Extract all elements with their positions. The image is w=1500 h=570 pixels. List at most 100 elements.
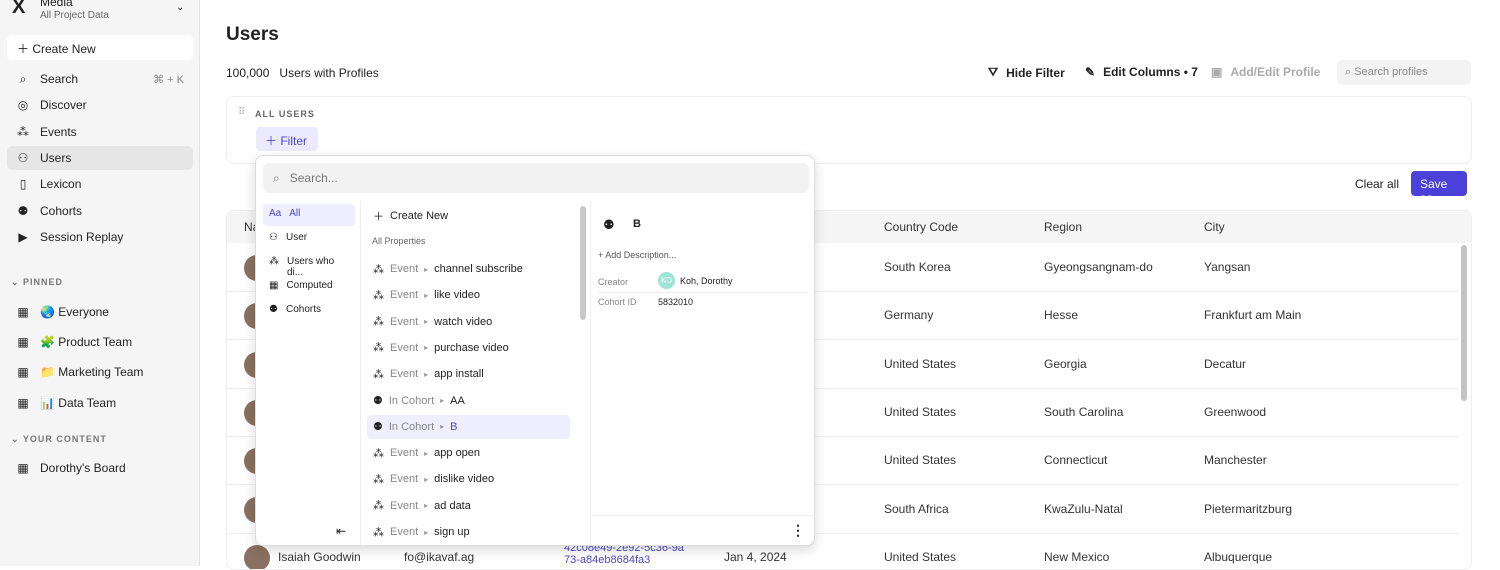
category-user[interactable]: ⚇ User [263, 228, 355, 250]
board-icon: ▦ [17, 365, 29, 379]
add-description[interactable]: + Add Description... [598, 250, 677, 260]
pinned-item[interactable]: ▦ 📊 Data Team [7, 391, 193, 415]
avatar [244, 544, 270, 569]
table-row[interactable]: Germany Hesse Frankfurt am Main [227, 292, 1459, 341]
events-icon: ⁂ [373, 263, 384, 276]
label: All [289, 208, 301, 219]
your-content-header[interactable]: ⌄ YOUR CONTENT [11, 434, 107, 444]
property-item[interactable]: ⁂ Event ▸ ad data [373, 499, 471, 513]
cell-city: Decatur [1204, 356, 1247, 371]
events-icon: ⁂ [373, 526, 384, 539]
hide-filter-button[interactable]: ⛛ Hide Filter [988, 65, 1065, 80]
col-region[interactable]: Region [1044, 220, 1083, 234]
chevron-down-icon[interactable]: ⌄ [176, 2, 185, 13]
cell-region: South Carolina [1044, 404, 1124, 419]
prefix: Event [390, 315, 419, 328]
all-users-label: ALL USERS [255, 109, 315, 119]
add-filter-button[interactable]: ＋ Filter [256, 127, 318, 151]
filter-popover: ⌕ Search... Aa All ⚇ User ⁂ Users who di... ▦ C… [255, 155, 815, 546]
cell-country: United States [884, 453, 957, 468]
category-cohorts[interactable]: ⚉ Cohorts [263, 300, 355, 322]
sidebar-item-discover[interactable]: ◎ Discover [7, 93, 193, 117]
property-item[interactable]: ⁂ Event ▸ sign up [373, 526, 470, 539]
cell-region: Georgia [1044, 356, 1087, 371]
property-item[interactable]: ⚉ In Cohort ▸ B [367, 414, 570, 439]
property-item[interactable]: ⁂ Event ▸ channel subscribe [373, 263, 523, 276]
sidebar-item-events[interactable]: ⁂ Events [7, 120, 193, 144]
events-icon: ⁂ [373, 289, 384, 302]
pinned-item[interactable]: ▦ 🌏 Everyone [7, 300, 193, 324]
sidebar-item-lexicon[interactable]: ▯ Lexicon [7, 172, 193, 196]
prefix: Event [390, 289, 419, 302]
collapse-icon[interactable]: ⇤ [336, 524, 347, 538]
search-profiles-input[interactable]: ⌕ Search profiles [1337, 60, 1471, 85]
sidebar-item-session-replay[interactable]: ▶ Session Replay [7, 225, 193, 249]
users-icon: ⚇ [17, 151, 29, 165]
pinned-header[interactable]: ⌄ PINNED [11, 277, 64, 287]
category-all[interactable]: Aa All [263, 204, 355, 226]
prefix: Event [390, 499, 419, 512]
sidebar-item-cohorts[interactable]: ⚉ Cohorts [7, 199, 193, 223]
label: app open [434, 447, 481, 460]
list-scrollbar[interactable] [580, 206, 586, 320]
property-item[interactable]: ⁂ Event ▸ app install [373, 368, 484, 381]
add-edit-profile-button[interactable]: ▣ Add/Edit Profile [1211, 65, 1321, 79]
prefix: Event [390, 447, 419, 460]
label: watch video [434, 315, 493, 328]
create-new-button[interactable]: ＋ Create New [7, 35, 193, 60]
edit-columns-button[interactable]: ✎ Edit Columns • 7 [1085, 65, 1198, 79]
property-item[interactable]: ⁂ Event ▸ purchase video [373, 341, 509, 355]
plus-icon: ＋ [17, 42, 33, 56]
cohorts-icon: ⚉ [269, 304, 278, 315]
create-new-property[interactable]: ＋ Create New [367, 204, 570, 228]
label: Search [40, 72, 79, 86]
cohort-id: 5832010 [658, 297, 694, 307]
cell-country: Germany [884, 308, 934, 323]
cell-region: Connecticut [1044, 453, 1108, 468]
cell-city: Pietermaritzburg [1204, 501, 1293, 516]
property-item[interactable]: ⁂ Event ▸ dislike video [373, 473, 495, 486]
more-icon[interactable]: ⋮ [791, 522, 805, 538]
events-icon: ⁂ [373, 368, 384, 381]
cohorts-icon: ⚉ [603, 217, 615, 232]
detail-title: B [633, 218, 641, 230]
cell-city: Manchester [1204, 453, 1267, 468]
pinned-item[interactable]: ▦ 🧩 Product Team [7, 330, 193, 354]
cohort-id-label: Cohort ID [598, 297, 637, 307]
create-new-label: Create New [32, 42, 96, 56]
table-row[interactable]: United States Connecticut Manchester [227, 437, 1459, 486]
property-item[interactable]: ⁂ Event ▸ app open [373, 447, 481, 460]
category-users[interactable]: ⁂ Users who di... [263, 252, 355, 278]
clear-all-button[interactable]: Clear all [1355, 177, 1400, 191]
label: like video [434, 289, 481, 302]
cell-email: fo@ikavaf.ag [404, 549, 475, 564]
prefix: Event [390, 473, 419, 486]
property-item[interactable]: ⁂ Event ▸ watch video [373, 315, 493, 329]
property-item[interactable]: ⚉ In Cohort ▸ AA [373, 394, 465, 408]
sidebar-item-search[interactable]: ⌕ Search ⌘ + K [7, 67, 193, 91]
label: 📁 Marketing Team [40, 365, 144, 379]
prefix: In Cohort [388, 420, 435, 433]
category-computed[interactable]: ▦ Computed [263, 276, 355, 298]
col-country[interactable]: Country Code [884, 220, 959, 234]
prefix: In Cohort [388, 394, 435, 407]
events-icon: ⁂ [373, 473, 384, 486]
label: app install [434, 368, 484, 381]
content-item[interactable]: ▦ Dorothy's Board [7, 456, 193, 480]
sidebar-item-users[interactable]: ⚇ Users [7, 146, 193, 170]
project-name[interactable]: Media [40, 0, 73, 9]
pinned-item[interactable]: ▦ 📁 Marketing Team [7, 360, 193, 384]
col-city[interactable]: City [1204, 220, 1225, 234]
save-as-button[interactable]: Save as [1411, 171, 1467, 205]
cell-country: South Korea [884, 260, 951, 274]
drag-handle-icon[interactable]: ⠿ [238, 107, 246, 118]
events-icon: ⁂ [373, 316, 384, 329]
property-item[interactable]: ⁂ Event ▸ like video [373, 289, 481, 302]
cell-region: Gyeongsangnam-do [1044, 260, 1153, 274]
table-scrollbar[interactable] [1461, 245, 1467, 401]
cell-country: United States [884, 549, 957, 564]
property-search-input[interactable]: ⌕ Search... [263, 163, 809, 193]
label: AA [450, 394, 465, 407]
label: 📊 Data Team [40, 396, 117, 410]
main: Users 100,000 Users with Profiles ⛛ Hide … [200, 0, 1500, 570]
